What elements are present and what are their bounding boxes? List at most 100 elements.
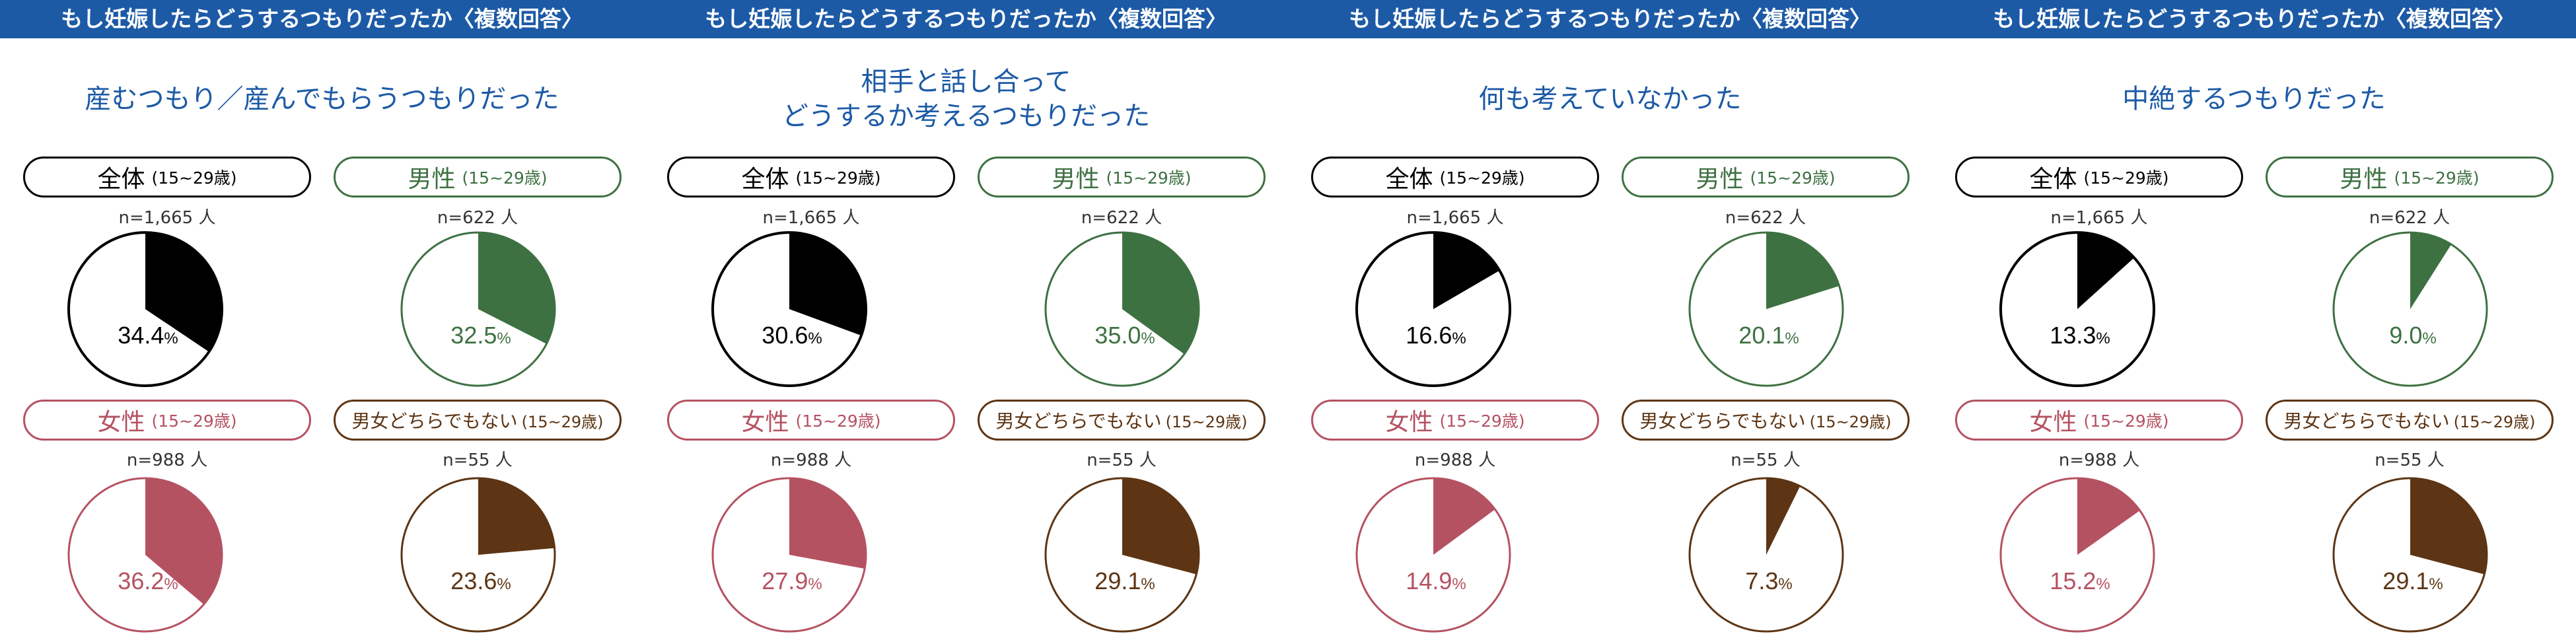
group-label-male: 男性 (15~29歳): [978, 157, 1266, 197]
pie-value-label: 23.6%: [450, 567, 511, 594]
sample-size: n=55 人: [443, 450, 513, 470]
pie-overall: 30.6%: [711, 231, 867, 387]
sample-size: n=1,665 人: [1406, 208, 1504, 228]
pie-slice: [478, 478, 555, 555]
pie-value-label: 29.1%: [1094, 567, 1155, 594]
pie-male: 9.0%: [2332, 231, 2488, 387]
group-name: 男女どちらでもない: [995, 410, 1162, 432]
group-age-range: (15~29歳): [795, 168, 881, 188]
section-header: もし妊娠したらどうするつもりだったか〈複数回答〉: [0, 0, 644, 38]
group-name: 男性: [2340, 166, 2388, 193]
group-name: 男女どちらでもない: [1639, 410, 1806, 432]
pie-female: 27.9%: [711, 477, 867, 633]
group-name: 全体: [741, 166, 789, 193]
group-label-female: 女性 (15~29歳): [1311, 400, 1599, 441]
pie-female: 14.9%: [1355, 477, 1511, 633]
group-label-overall: 全体 (15~29歳): [1955, 157, 2243, 197]
pie-male: 32.5%: [400, 231, 556, 387]
pie-male: 20.1%: [1688, 231, 1844, 387]
sample-size: n=622 人: [1725, 208, 1807, 228]
group-age-range: (15~29歳): [1439, 411, 1525, 431]
pie-value-label: 7.3%: [1745, 567, 1792, 594]
pie-male: 35.0%: [1044, 231, 1200, 387]
group-age-range: (15~29歳): [1439, 168, 1525, 188]
pie-slice: [789, 233, 866, 336]
sample-size: n=622 人: [437, 208, 519, 228]
group-name: 女性: [1385, 409, 1433, 436]
group-age-range: (15~29歳): [2394, 168, 2480, 188]
group-age-range: (15~29歳): [1809, 412, 1892, 431]
pie-overall: 16.6%: [1355, 231, 1511, 387]
pie-value-label: 20.1%: [1738, 322, 1799, 349]
group-label-other: 男女どちらでもない (15~29歳): [334, 400, 622, 441]
chart-title: 相手と話し合って どうするか考えるつもりだった: [781, 67, 1151, 131]
chart-title: 何も考えていなかった: [1478, 84, 1742, 114]
pie-value-label: 13.3%: [2050, 322, 2110, 349]
pie-slice: [2410, 233, 2452, 309]
pie-slice: [1122, 233, 1199, 355]
group-label-female: 女性 (15~29歳): [23, 400, 311, 441]
group-label-overall: 全体 (15~29歳): [1311, 157, 1599, 197]
group-name: 全体: [97, 166, 145, 193]
pie-female: 15.2%: [1999, 477, 2155, 633]
group-label-male: 男性 (15~29歳): [2266, 157, 2554, 197]
sample-size: n=988 人: [1414, 450, 1496, 470]
group-age-range: (15~29歳): [1106, 168, 1192, 188]
group-label-male: 男性 (15~29歳): [1622, 157, 1910, 197]
pie-slice: [1766, 233, 1840, 309]
group-label-overall: 全体 (15~29歳): [23, 157, 311, 197]
pie-value-label: 30.6%: [762, 322, 822, 349]
pie-slice: [145, 233, 223, 352]
group-name: 男性: [1696, 166, 1744, 193]
pie-overall: 13.3%: [1999, 231, 2155, 387]
group-age-range: (15~29歳): [2083, 411, 2169, 431]
sample-size: n=622 人: [1081, 208, 1163, 228]
pie-slice: [2077, 478, 2140, 555]
group-age-range: (15~29歳): [795, 411, 881, 431]
sample-size: n=988 人: [126, 450, 208, 470]
chart-title: 産むつもり／産んでもらうつもりだった: [85, 84, 559, 114]
pie-value-label: 36.2%: [118, 567, 178, 594]
pie-value-label: 35.0%: [1094, 322, 1155, 349]
chart-panel: もし妊娠したらどうするつもりだったか〈複数回答〉 何も考えていなかった 全体 (15~…: [1288, 0, 1932, 644]
pie-slice: [1122, 478, 1199, 575]
group-name: 男性: [1052, 166, 1100, 193]
sample-size: n=988 人: [770, 450, 852, 470]
chart-panel: もし妊娠したらどうするつもりだったか〈複数回答〉 相手と話し合って どうするか考え…: [644, 0, 1288, 644]
pie-other: 23.6%: [400, 477, 556, 633]
pie-value-label: 16.6%: [1406, 322, 1466, 349]
pie-slice: [789, 478, 867, 569]
group-name: 男性: [408, 166, 456, 193]
group-age-range: (15~29歳): [521, 412, 604, 431]
group-label-other: 男女どちらでもない (15~29歳): [2266, 400, 2554, 441]
sample-size: n=55 人: [1731, 450, 1801, 470]
pie-slice: [2410, 478, 2487, 575]
pie-other: 29.1%: [1044, 477, 1200, 633]
pie-slice: [478, 233, 555, 344]
sample-size: n=1,665 人: [118, 208, 216, 228]
pie-value-label: 27.9%: [762, 567, 822, 594]
section-header: もし妊娠したらどうするつもりだったか〈複数回答〉: [1932, 0, 2576, 38]
group-age-range: (15~29歳): [462, 168, 548, 188]
group-name: 女性: [2029, 409, 2077, 436]
sample-size: n=622 人: [2369, 208, 2451, 228]
group-name: 女性: [97, 409, 145, 436]
group-age-range: (15~29歳): [2083, 168, 2169, 188]
sample-size: n=55 人: [1087, 450, 1157, 470]
pie-value-label: 34.4%: [118, 322, 178, 349]
pie-value-label: 15.2%: [2050, 567, 2110, 594]
group-name: 全体: [2029, 166, 2077, 193]
pie-slice: [145, 478, 222, 605]
pie-value-label: 14.9%: [1406, 567, 1466, 594]
sample-size: n=1,665 人: [2050, 208, 2148, 228]
group-age-range: (15~29歳): [1165, 412, 1248, 431]
pie-overall: 34.4%: [67, 231, 223, 387]
sample-size: n=55 人: [2375, 450, 2445, 470]
pie-value-label: 29.1%: [2382, 567, 2443, 594]
group-name: 女性: [741, 409, 789, 436]
group-label-other: 男女どちらでもない (15~29歳): [1622, 400, 1910, 441]
pie-slice: [1433, 478, 1495, 555]
group-age-range: (15~29歳): [2453, 412, 2536, 431]
pie-slice: [1766, 478, 1801, 555]
pie-slice: [2077, 233, 2135, 309]
